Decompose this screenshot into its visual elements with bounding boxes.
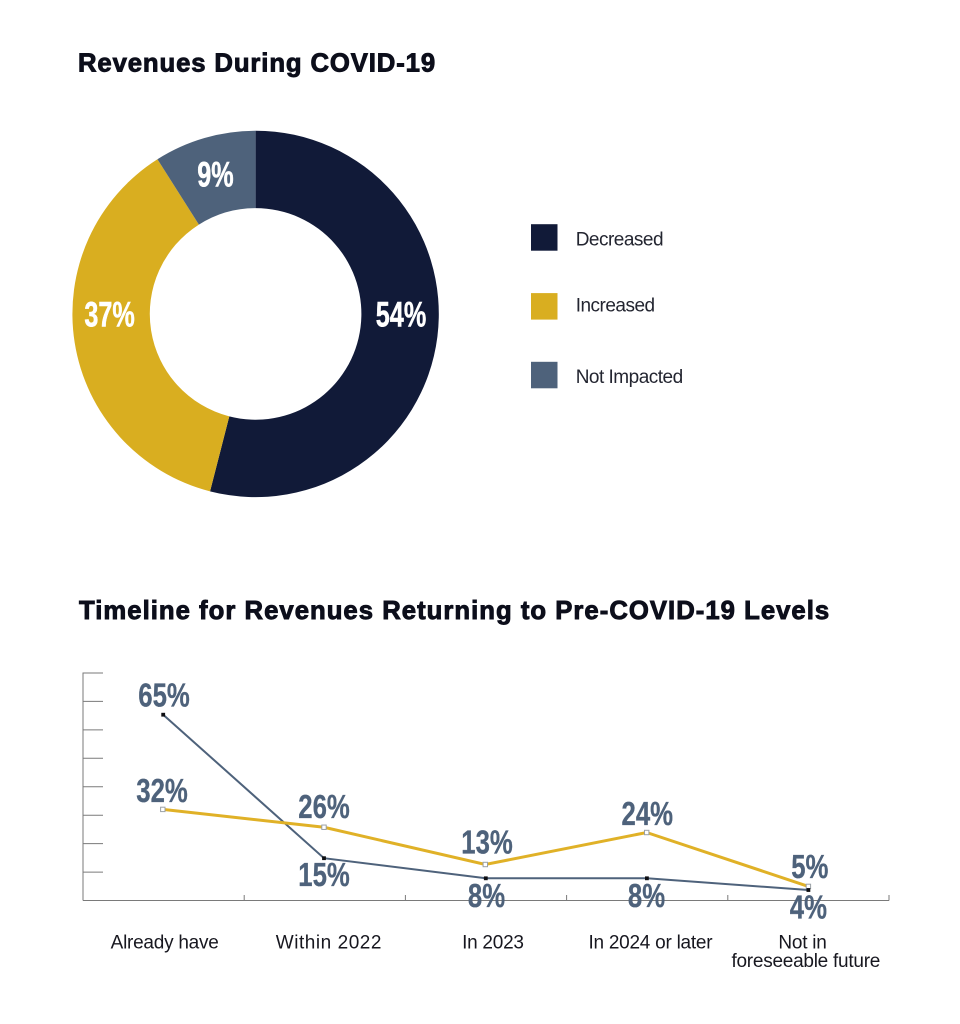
svg-text:Already have: Already have [111, 933, 219, 954]
svg-text:Not Impacted: Not Impacted [576, 367, 683, 388]
svg-text:8%: 8% [628, 878, 665, 915]
svg-text:24%: 24% [622, 796, 673, 833]
svg-text:Decreased: Decreased [576, 230, 663, 251]
svg-text:15%: 15% [298, 857, 349, 894]
svg-text:37%: 37% [84, 296, 134, 335]
svg-text:Increased: Increased [576, 296, 655, 317]
svg-text:In 2024 or later: In 2024 or later [588, 933, 713, 954]
svg-text:54%: 54% [376, 296, 426, 335]
svg-text:32%: 32% [136, 773, 187, 810]
svg-text:13%: 13% [461, 825, 512, 862]
svg-text:9%: 9% [197, 156, 233, 195]
svg-text:8%: 8% [468, 878, 505, 915]
svg-text:4%: 4% [790, 890, 827, 927]
svg-text:In 2023: In 2023 [462, 933, 524, 954]
svg-text:Within 2022: Within 2022 [276, 933, 382, 954]
svg-text:26%: 26% [298, 789, 349, 826]
svg-text:Revenues During COVID-19: Revenues During COVID-19 [78, 49, 436, 77]
svg-text:65%: 65% [138, 678, 189, 715]
svg-text:Not in: Not in [778, 933, 826, 954]
svg-text:5%: 5% [791, 849, 828, 886]
svg-text:foreseeable future: foreseeable future [731, 951, 880, 972]
svg-text:Timeline for Revenues Returnin: Timeline for Revenues Returning to Pre-C… [79, 597, 830, 625]
